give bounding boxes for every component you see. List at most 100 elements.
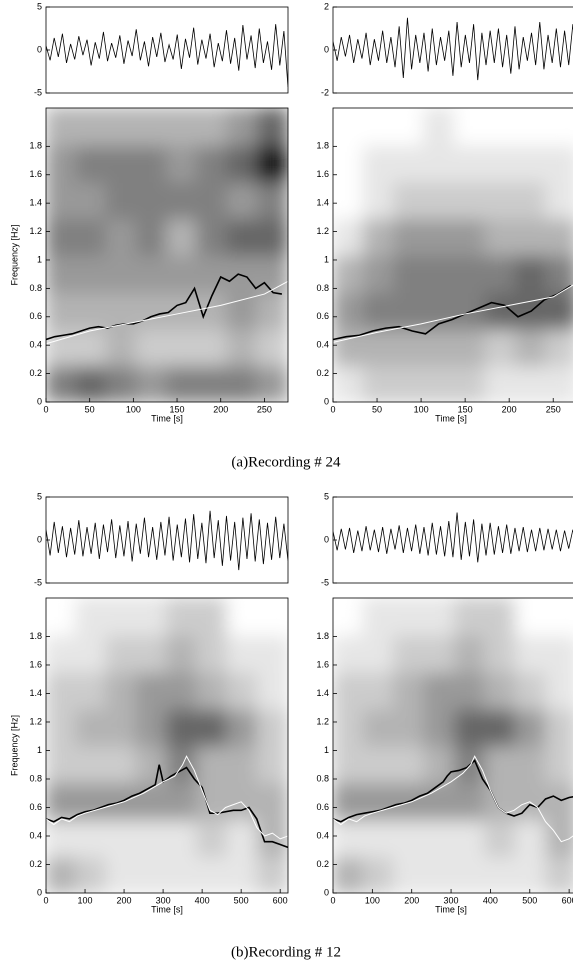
heatmap-cell <box>484 180 517 220</box>
heatmap-cell <box>393 254 426 293</box>
heatmap-cell <box>166 707 199 747</box>
heatmap-cell <box>75 217 108 256</box>
x-tick-label: 0 <box>330 895 335 905</box>
heatmap-cell <box>362 855 395 893</box>
heatmap-cell <box>333 707 365 747</box>
heatmap-cell <box>362 364 395 402</box>
heatmap-cell <box>196 217 229 256</box>
heatmap-cell <box>515 143 548 183</box>
y-tick-label: 0.4 <box>316 830 329 840</box>
heatmap-cell <box>196 744 229 784</box>
plot-background <box>46 7 288 93</box>
heatmap-cell <box>454 180 487 220</box>
heatmap-cell <box>362 598 395 636</box>
heatmap-cell <box>484 707 517 747</box>
heatmap-cell <box>393 108 426 146</box>
heatmap-cell <box>423 633 456 673</box>
plot-area <box>46 497 288 583</box>
heatmap-cell <box>515 598 548 636</box>
x-tick-label: 250 <box>257 404 272 414</box>
heatmap-cell <box>166 818 199 858</box>
heatmap-cell <box>75 855 108 893</box>
heatmap-cell <box>393 818 426 858</box>
heatmap-cell <box>515 707 548 747</box>
y-tick-label: 0 <box>37 396 42 406</box>
heatmap-cell <box>393 855 426 893</box>
x-tick-label: 300 <box>444 895 459 905</box>
heatmap-cell <box>105 217 138 256</box>
frequency-track <box>46 273 283 341</box>
heatmap-cell <box>362 254 395 293</box>
heatmap-cell <box>105 744 138 784</box>
y-tick-label: -5 <box>34 87 42 97</box>
plot-area <box>46 598 288 893</box>
heatmap-cell <box>226 707 259 747</box>
heatmap-cell <box>166 364 199 402</box>
y-tick-label: 1.8 <box>29 141 42 151</box>
x-tick-label: 400 <box>483 895 498 905</box>
frequency-track <box>46 280 288 345</box>
heatmap-cell <box>256 180 288 220</box>
heatmap-cell <box>333 598 365 636</box>
heatmap-cell <box>196 108 229 146</box>
heatmap-cell <box>454 855 487 893</box>
x-tick-label: 150 <box>458 404 473 414</box>
heatmap-cell <box>256 364 288 402</box>
heatmap-cell <box>454 633 487 673</box>
plot-frame <box>332 6 573 94</box>
heatmap-cell <box>75 143 108 183</box>
heatmap-cell <box>256 327 288 367</box>
heatmap-cell <box>333 744 365 784</box>
heatmap-cell <box>545 143 573 183</box>
plot-area <box>333 598 573 893</box>
heatmap-cell <box>46 254 78 293</box>
heatmap-cell <box>393 744 426 784</box>
y-tick-label: 0.8 <box>316 773 329 783</box>
heatmap-cell <box>135 180 168 220</box>
heatmap-cell <box>423 744 456 784</box>
heatmap-cell <box>545 707 573 747</box>
heatmap-cell <box>423 781 456 821</box>
heatmap-cell <box>423 364 456 402</box>
heatmap-cell <box>362 818 395 858</box>
heatmap-cell <box>484 364 517 402</box>
heatmap-cell <box>484 327 517 367</box>
heatmap-cell <box>196 143 229 183</box>
x-tick-label: 150 <box>170 404 185 414</box>
heatmap-cell <box>135 108 168 146</box>
y-tick-label: 5 <box>324 491 329 501</box>
heatmap-cell <box>484 254 517 293</box>
heatmap-cell <box>105 818 138 858</box>
heatmap-cell <box>333 633 365 673</box>
heatmap-cell <box>46 707 78 747</box>
heatmap-cell <box>333 217 365 256</box>
heatmap-cell <box>484 108 517 146</box>
heatmap-cell <box>362 108 395 146</box>
x-tick-label: 100 <box>365 895 380 905</box>
x-tick-label: 0 <box>330 404 335 414</box>
heatmap-cell <box>135 855 168 893</box>
heatmap-cell <box>362 670 395 710</box>
y-tick-label: 1 <box>324 745 329 755</box>
heatmap-cell <box>515 633 548 673</box>
heatmap-cell <box>46 855 78 893</box>
heatmap-cell <box>256 781 288 821</box>
x-tick-label: 600 <box>273 895 288 905</box>
caption: (a)Recording # 24 <box>231 454 341 470</box>
heatmap-cell <box>545 598 573 636</box>
y-tick-label: -2 <box>321 87 329 97</box>
heatmap-cell <box>484 598 517 636</box>
heatmap-cell <box>105 633 138 673</box>
heatmap <box>333 108 573 402</box>
heatmap-cell <box>454 781 487 821</box>
heatmap-cell <box>545 290 573 330</box>
heatmap-cell <box>454 364 487 402</box>
heatmap-cell <box>256 290 288 330</box>
heatmap-cell <box>196 180 229 220</box>
subplot: -5 0 5 <box>34 491 289 587</box>
y-tick-label: 0.4 <box>29 830 42 840</box>
heatmap-cell <box>545 633 573 673</box>
y-tick-label: 0.6 <box>316 802 329 812</box>
plot-frame <box>45 496 289 584</box>
heatmap-cell <box>196 670 229 710</box>
